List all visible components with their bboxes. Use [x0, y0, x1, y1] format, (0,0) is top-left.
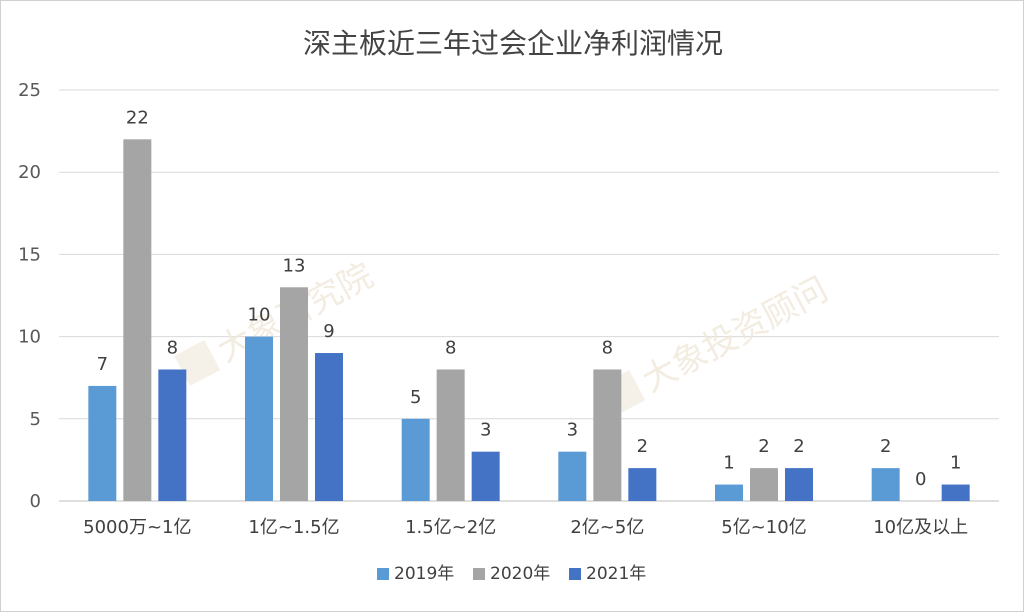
chart-title: 深主板近三年过会企业净利润情况	[303, 27, 723, 60]
data-label: 1	[950, 453, 961, 474]
bar	[315, 353, 343, 501]
legend-swatch	[569, 568, 581, 580]
bar	[471, 451, 500, 501]
bar	[593, 369, 622, 501]
x-category-label: 10亿及以上	[873, 517, 968, 538]
y-tick-label: 10	[18, 327, 41, 348]
legend: 2019年 2020年 2021年	[377, 564, 646, 584]
legend-swatch	[473, 568, 485, 580]
data-label: 7	[97, 354, 108, 375]
data-label: 2	[758, 436, 769, 457]
bar	[123, 139, 152, 501]
data-label: 2	[637, 436, 648, 457]
data-label: 3	[480, 420, 491, 441]
bar	[715, 484, 743, 501]
data-label: 2	[880, 436, 891, 457]
data-label: 0	[915, 469, 926, 490]
bar	[88, 385, 117, 501]
y-tick-label: 5	[30, 409, 41, 430]
watermark-2: 大象投资顾问	[599, 270, 835, 416]
y-axis-ticks: 0 5 10 15 20 25	[18, 80, 41, 512]
watermark-text: 大象投资顾问	[636, 270, 835, 401]
bar	[871, 468, 900, 501]
data-label: 1	[723, 453, 734, 474]
data-label: 22	[126, 107, 149, 128]
legend-label: 2020年	[490, 564, 550, 584]
x-category-label: 1.5亿~2亿	[405, 517, 496, 538]
y-tick-label: 25	[18, 80, 41, 101]
gridlines	[59, 89, 999, 502]
legend-label: 2019年	[394, 564, 454, 584]
bars	[88, 139, 970, 501]
data-label: 2	[793, 436, 804, 457]
data-label: 8	[445, 337, 456, 358]
data-label: 5	[410, 387, 421, 408]
x-axis-categories: 5000万~1亿 1亿~1.5亿 1.5亿~2亿 2亿~5亿 5亿~10亿 10亿及以上	[83, 517, 968, 538]
data-label: 8	[167, 337, 178, 358]
bar	[941, 484, 970, 501]
bar	[158, 369, 187, 501]
bar	[750, 468, 778, 501]
x-category-label: 1亿~1.5亿	[248, 517, 339, 538]
bar	[245, 336, 273, 501]
bar	[401, 418, 430, 501]
y-tick-label: 0	[30, 491, 41, 512]
y-tick-label: 20	[18, 162, 41, 183]
data-label: 9	[323, 321, 334, 342]
data-label: 3	[567, 420, 578, 441]
legend-swatch	[377, 568, 389, 580]
watermark-1: 大象研究院	[174, 255, 380, 386]
x-category-label: 2亿~5亿	[570, 517, 644, 538]
data-label: 8	[602, 337, 613, 358]
y-tick-label: 15	[18, 244, 41, 265]
legend-label: 2021年	[586, 564, 646, 584]
data-label: 13	[283, 255, 306, 276]
data-label: 10	[248, 305, 271, 326]
bar	[785, 468, 813, 501]
bar	[436, 369, 465, 501]
x-category-label: 5000万~1亿	[83, 517, 191, 538]
bar	[280, 287, 308, 501]
bar	[558, 451, 587, 501]
bar	[628, 468, 657, 501]
x-category-label: 5亿~10亿	[721, 517, 806, 538]
